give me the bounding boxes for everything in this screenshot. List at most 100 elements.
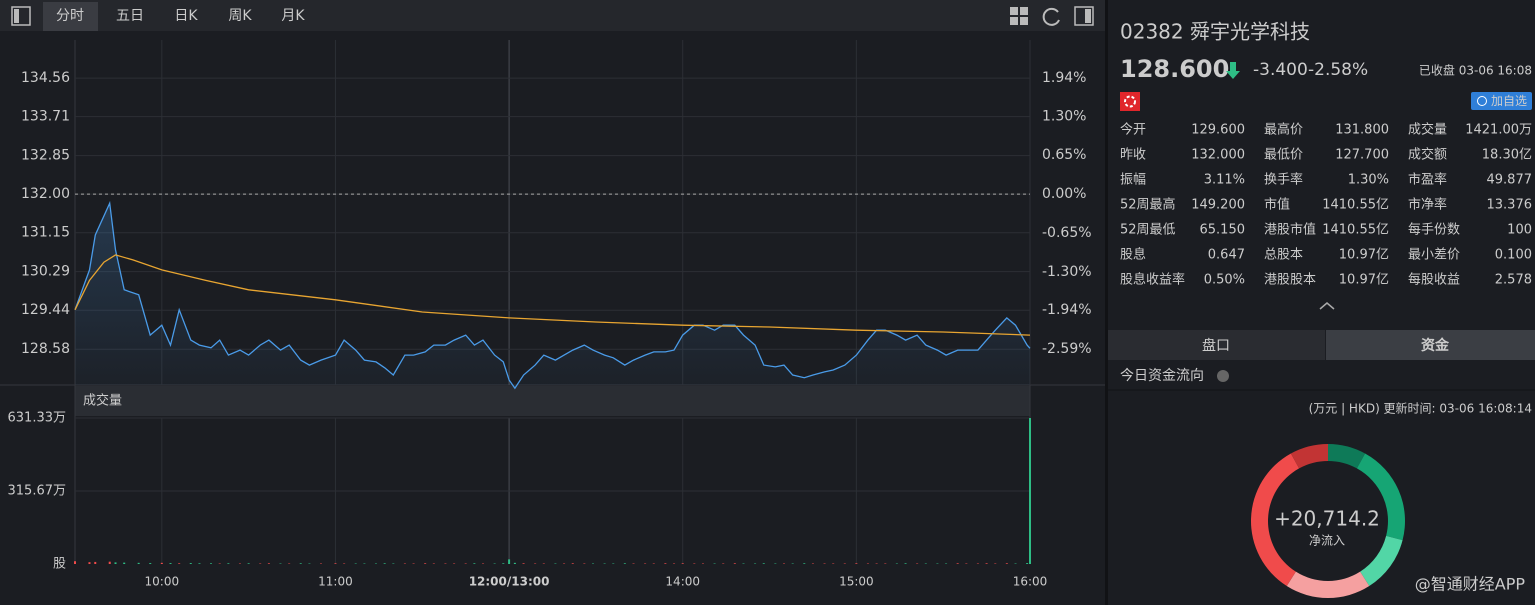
y-tick-label: 130.29 — [21, 264, 70, 280]
stat-value: 127.700 — [1335, 148, 1389, 163]
volume-bar — [502, 563, 505, 564]
stat-value: 3.11% — [1204, 173, 1245, 188]
stat-value: 1410.55亿 — [1322, 198, 1389, 213]
volume-bar — [985, 563, 988, 564]
donut — [1250, 444, 1406, 598]
x-tick-label: 12:00/13:00 — [469, 575, 550, 589]
period-tab[interactable]: 月K — [281, 8, 305, 24]
y-tick-label: 132.85 — [21, 148, 70, 164]
volume-bar — [149, 563, 152, 564]
stat-value: 0.50% — [1204, 273, 1245, 288]
y-tick-label: 134.56 — [21, 70, 70, 86]
panel-icon[interactable] — [1074, 6, 1094, 26]
volume-bar — [334, 563, 337, 564]
toolbar-icons — [1010, 6, 1094, 26]
stat-label: 最低价 — [1264, 148, 1303, 163]
period-tab[interactable]: 周K — [228, 8, 252, 24]
tab-active-bg[interactable] — [43, 2, 98, 31]
donut-segment — [1286, 571, 1370, 598]
volume-bar — [762, 563, 765, 564]
volume-bar — [189, 563, 192, 564]
period-tab[interactable]: 五日 — [116, 8, 144, 24]
volume-bar — [956, 563, 959, 564]
y-tick-label: 132.00 — [21, 186, 70, 202]
tab-active[interactable]: 资金 — [1421, 337, 1450, 354]
y2-tick-label: -2.59% — [1042, 341, 1092, 357]
collapse-caret[interactable] — [1319, 302, 1335, 310]
layout-icon-part — [1010, 7, 1028, 25]
volume-bar — [114, 562, 117, 564]
stat-value: 100 — [1507, 223, 1532, 238]
toolbar — [0, 0, 1105, 31]
volume-bar — [473, 563, 476, 564]
volume-bar — [1029, 418, 1031, 564]
volume-bar — [210, 563, 213, 564]
refresh-icon[interactable] — [1042, 7, 1060, 26]
y2-tick-label: 1.94% — [1042, 70, 1086, 86]
volume-tick-label: 股 — [53, 557, 66, 572]
help-icon[interactable] — [1217, 370, 1229, 382]
volume-bar — [803, 563, 806, 564]
y2-tick-label: 0.65% — [1042, 147, 1086, 163]
stat-label: 股息收益率 — [1120, 272, 1185, 288]
fund-title: 今日资金流向 — [1120, 368, 1204, 384]
stat-label: 今开 — [1120, 122, 1146, 138]
stat-label: 市值 — [1264, 197, 1290, 213]
stat-value: 1421.00万 — [1465, 123, 1532, 138]
tab-bg[interactable] — [1108, 330, 1325, 360]
volume-bar — [247, 563, 250, 564]
volume-bar — [904, 563, 907, 564]
volume-bar — [383, 563, 386, 564]
stat-value: 13.376 — [1487, 198, 1533, 213]
volume-bar — [74, 561, 76, 564]
volume-bar — [227, 563, 230, 564]
x-tick-label: 10:00 — [145, 575, 180, 589]
stat-label: 成交额 — [1408, 147, 1447, 163]
tab[interactable]: 盘口 — [1202, 337, 1230, 354]
hk-flag-flower — [1124, 95, 1136, 108]
donut-segment — [1360, 535, 1403, 587]
volume-bar — [94, 561, 97, 564]
add-button[interactable] — [1471, 92, 1532, 110]
stat-label: 市净率 — [1408, 197, 1447, 213]
change-pct: -2.58% — [1308, 60, 1368, 80]
stat-label: 振幅 — [1120, 173, 1146, 188]
period-tab[interactable]: 日K — [174, 8, 198, 24]
y2-tick-label: -0.65% — [1042, 225, 1092, 241]
x-tick-label: 15:00 — [839, 575, 874, 589]
status: 已收盘 03-06 16:08 — [1419, 63, 1532, 78]
donut-segment — [1328, 444, 1366, 469]
donut-segment — [1356, 453, 1406, 541]
volume-tick-label: 315.67万 — [8, 483, 67, 498]
volume-bar — [169, 563, 172, 564]
panel-icon-part — [1085, 9, 1091, 23]
stat-value: 10.97亿 — [1339, 248, 1389, 263]
tab-bg-active[interactable] — [1326, 330, 1535, 360]
fund-note: (万元 | HKD) 更新时间: 03-06 16:08:14 — [1309, 401, 1532, 416]
watermark: @智通财经APP — [1415, 575, 1526, 594]
add-button-label[interactable]: 加自选 — [1491, 94, 1527, 108]
y-tick-label: 129.44 — [21, 302, 70, 318]
y-tick-label: 128.58 — [21, 341, 70, 357]
down-arrow — [1226, 62, 1240, 79]
sidebar-icon[interactable] — [11, 6, 31, 26]
stat-label: 每手份数 — [1408, 222, 1460, 238]
volume-bar — [267, 563, 270, 564]
price: 128.600 — [1120, 55, 1229, 83]
volume-bar — [1005, 563, 1008, 564]
stat-label: 52周最高 — [1120, 197, 1176, 213]
stat-label: 换手率 — [1264, 172, 1303, 188]
stat-label: 最高价 — [1264, 122, 1303, 138]
period-tab[interactable]: 分时 — [56, 8, 84, 24]
volume-bar — [522, 563, 525, 564]
stat-value: 131.800 — [1335, 123, 1389, 138]
price-area — [75, 203, 1030, 389]
stat-label: 港股股本 — [1264, 273, 1316, 288]
y2-tick-label: -1.94% — [1042, 302, 1092, 318]
stat-label: 港股市值 — [1264, 222, 1316, 238]
volume-tick-label: 631.33万 — [8, 411, 67, 426]
volume-bar — [160, 562, 163, 564]
stat-value: 0.647 — [1208, 248, 1245, 263]
y-tick-label: 133.71 — [21, 109, 70, 125]
